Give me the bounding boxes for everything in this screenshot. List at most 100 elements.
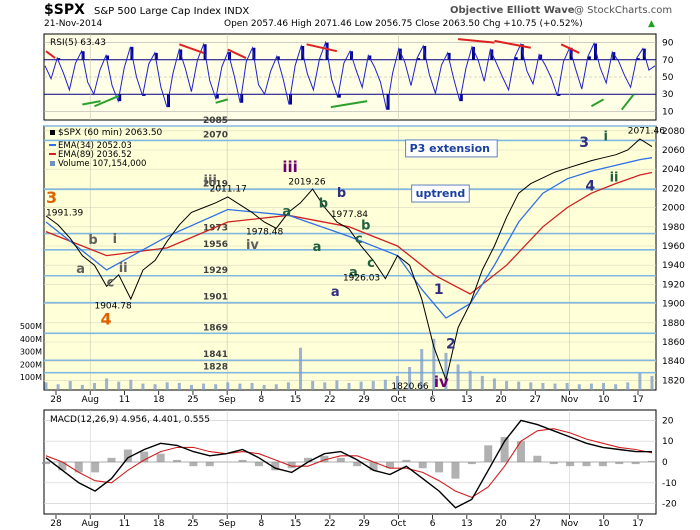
wave-annotation: iii — [282, 158, 297, 176]
wave-annotation: c — [367, 256, 375, 271]
x-tick-label: 18 — [153, 395, 165, 405]
x-tick-label: 8 — [259, 519, 265, 529]
price-tick-label: 2080 — [662, 127, 685, 137]
price-tick-label: 1960 — [662, 242, 685, 252]
macd-tick-label: -10 — [662, 479, 677, 489]
volume-bar — [589, 383, 593, 390]
macd-histogram-bar — [74, 462, 83, 473]
wave-annotation: iv — [246, 238, 259, 253]
reference-level-label: 1973 — [203, 224, 228, 234]
x-tick-label: 6 — [430, 395, 436, 405]
change-up-arrow: ▲ — [648, 19, 655, 29]
x-tick-label: 27 — [530, 519, 541, 529]
macd-histogram-bar — [484, 445, 493, 462]
volume-bar — [444, 352, 448, 390]
ema89-legend: EMA(89) 2036.52 — [58, 150, 132, 160]
volume-bar — [541, 382, 545, 390]
macd-histogram-bar — [516, 441, 525, 462]
reference-level-label: 1956 — [203, 240, 228, 250]
volume-bar — [274, 384, 278, 390]
volume-bar — [565, 382, 569, 390]
annotation-box — [411, 184, 470, 203]
volume-bar — [395, 375, 399, 390]
x-tick-label: Aug — [81, 395, 99, 405]
wave-annotation: b — [337, 186, 346, 201]
wave-annotation: i — [113, 232, 117, 247]
rsi-trend-stroke — [590, 98, 605, 108]
x-tick-label: Nov — [561, 395, 579, 405]
volume-bar — [262, 384, 266, 390]
price-tick-label: 2040 — [662, 165, 685, 175]
rsi-label: RSI(5) 63.43 — [50, 38, 106, 48]
x-tick-label: 11 — [119, 395, 130, 405]
volume-bar — [505, 381, 509, 390]
macd-tick-label: 20 — [662, 416, 674, 426]
x-tick-label: 22 — [324, 519, 335, 529]
rsi-panel: 10 30 50 70 90 RSI(5) 63.43 — [43, 33, 674, 121]
macd-tick-label: 10 — [662, 437, 674, 447]
reference-level-label: 1841 — [203, 350, 228, 360]
volume-bar — [311, 381, 315, 390]
price-tick-label: 2020 — [662, 184, 685, 194]
macd-histogram-bar — [320, 455, 329, 462]
x-tick-label: 13 — [461, 395, 472, 405]
volume-bar — [250, 382, 254, 390]
volume-bar — [626, 382, 630, 390]
macd-histogram-bar — [369, 462, 378, 471]
macd-histogram-bar — [336, 457, 345, 462]
macd-histogram-bar — [353, 462, 362, 467]
wave-annotation: c — [355, 232, 363, 247]
wave-annotation: 2071.46 — [628, 127, 665, 137]
watermark: Objective Elliott Wave — [450, 5, 575, 16]
rsi-trend-stroke — [227, 48, 247, 59]
price-tick-label: 1980 — [662, 223, 685, 233]
macd-histogram-bar — [156, 453, 165, 462]
macd-histogram-bar — [287, 462, 296, 469]
macd-tick-label: 0 — [662, 458, 668, 468]
x-tick-label: 6 — [430, 519, 436, 529]
macd-histogram-bar — [615, 462, 624, 465]
volume-bar — [153, 384, 157, 390]
x-tick-label: 22 — [324, 395, 335, 405]
x-tick-label: Nov — [561, 519, 579, 529]
macd-histogram-bar — [58, 462, 67, 471]
volume-bar — [638, 373, 642, 390]
wave-annotation: 1926.03 — [343, 274, 380, 284]
macd-histogram-bar — [582, 462, 591, 467]
x-tick-label: 20 — [495, 519, 507, 529]
volume-tick-label: 200M — [20, 360, 42, 369]
price-tick-label: 1820 — [662, 376, 685, 386]
chart-date: 21-Nov-2014 — [44, 19, 102, 29]
macd-label: MACD(12,26,9) 4.956, 4.401, 0.555 — [50, 415, 210, 425]
x-tick-label: 17 — [632, 519, 643, 529]
x-tick-label: 18 — [153, 519, 165, 529]
price-line — [45, 138, 653, 382]
macd-histogram-bar — [123, 449, 132, 462]
volume-bar — [359, 381, 363, 390]
x-tick-label: 29 — [358, 519, 370, 529]
price-tick-label: 1920 — [662, 280, 685, 290]
rsi-trend-stroke — [494, 39, 531, 49]
macd-histogram-bar — [500, 437, 509, 462]
volume-bar — [420, 349, 424, 390]
wave-annotation: a — [331, 285, 340, 300]
x-tick-label: 29 — [358, 395, 370, 405]
site-credit: @ StockCharts.com — [574, 5, 672, 16]
wave-annotation: 1977.84 — [331, 210, 368, 220]
macd-panel: -20 -10 0 10 20 MACD(12,26,9) 4.956, 4.401, … — [42, 409, 677, 515]
wave-annotation: b — [361, 219, 370, 234]
x-tick-label: 15 — [290, 519, 301, 529]
macd-histogram-bar — [173, 459, 182, 462]
reference-level-label: 2070 — [203, 130, 228, 140]
volume-bar — [202, 383, 206, 390]
rsi-trend-stroke — [560, 43, 580, 54]
x-tick-label: 28 — [50, 519, 62, 529]
volume-tick-label: 500M — [20, 322, 42, 331]
x-tick-label: 17 — [632, 395, 643, 405]
macd-histogram-bar — [140, 451, 149, 462]
rsi-tick-label: 70 — [662, 56, 674, 66]
macd-histogram-bar — [107, 457, 116, 462]
reference-level-label: 1929 — [203, 266, 228, 276]
volume-bar — [529, 382, 533, 390]
